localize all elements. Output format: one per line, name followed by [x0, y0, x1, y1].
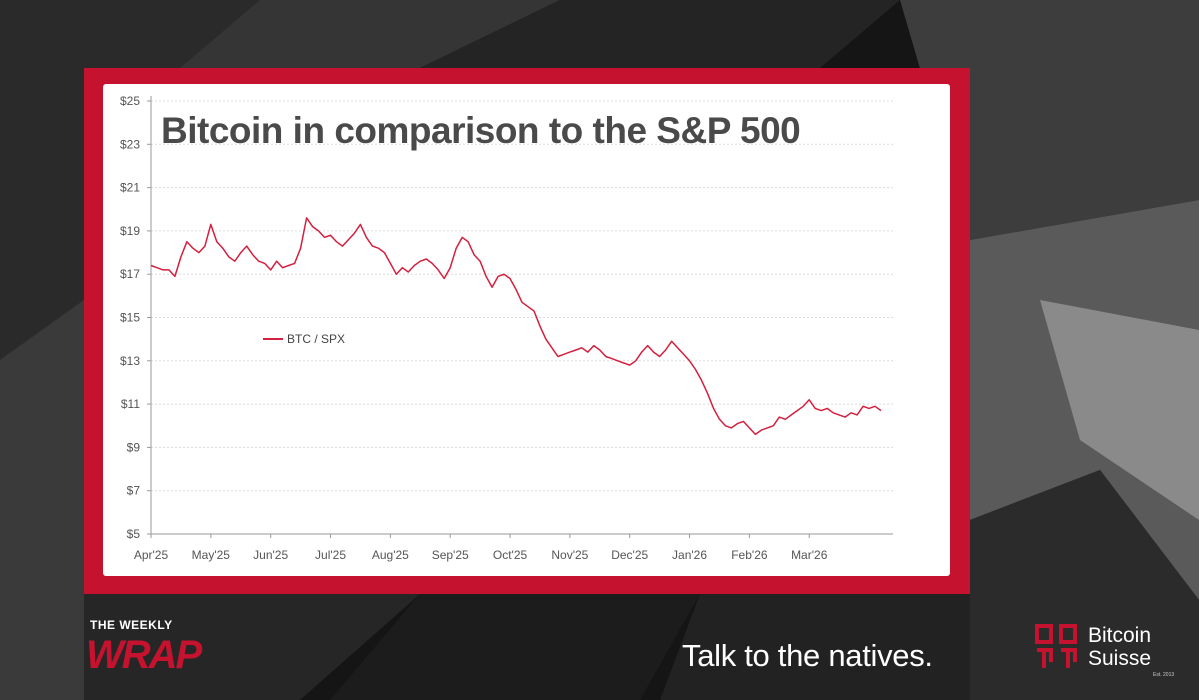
y-tick-label: $25	[120, 94, 140, 108]
brand-name: Bitcoin Suisse	[1088, 624, 1151, 670]
x-tick-label: Jan'26	[672, 548, 707, 562]
x-tick-label: Jul'25	[315, 548, 346, 562]
y-tick-label: $17	[120, 267, 140, 281]
x-tick-label: May'25	[192, 548, 231, 562]
weekly-wrap-logo: WRAP	[86, 633, 205, 676]
brand-established: Est. 2013	[1153, 672, 1175, 678]
series-line-btc-spx	[150, 217, 882, 436]
chart-legend: BTC / SPX	[263, 332, 345, 346]
x-tick-label: Jun'25	[253, 548, 288, 562]
x-tick-label: Feb'26	[731, 548, 768, 562]
y-tick-label: $13	[120, 354, 140, 368]
legend-swatch	[263, 338, 283, 340]
legend-label: BTC / SPX	[287, 332, 346, 346]
x-tick-label: Oct'25	[493, 548, 528, 562]
y-tick-label: $21	[120, 181, 140, 195]
y-tick-label: $9	[127, 440, 141, 454]
y-tick-label: $23	[120, 137, 140, 151]
chart-card: $5 $7 $9 $11 $13 $15 $17 $19 $21 $23 $25 Apr'25 May'…	[103, 84, 950, 576]
bitcoin-suisse-mark-icon	[1035, 624, 1077, 668]
brand-line-1: Bitcoin	[1088, 624, 1152, 647]
x-tick-label: Mar'26	[791, 548, 828, 562]
brand-line-2: Suisse	[1088, 647, 1152, 670]
x-tick-label: Sep'25	[432, 548, 469, 562]
y-tick-label: $11	[121, 397, 140, 411]
y-tick-label: $15	[120, 311, 140, 325]
x-tick-label: Nov'25	[551, 548, 588, 562]
x-tick-label: Aug'25	[372, 548, 409, 562]
tagline: Talk to the natives.	[682, 638, 933, 673]
bitcoin-suisse-logo: Bitcoin Suisse Est. 2013	[1033, 620, 1183, 682]
wrap-kicker: THE WEEKLY	[90, 618, 173, 632]
y-tick-label: $7	[127, 484, 141, 498]
x-tick-label: Apr'25	[134, 548, 169, 562]
wrap-word: WRAP	[86, 633, 203, 676]
line-chart: $5 $7 $9 $11 $13 $15 $17 $19 $21 $23 $25 Apr'25 May'…	[120, 94, 893, 562]
x-tick-label: Dec'25	[611, 548, 648, 562]
y-tick-label: $19	[120, 224, 140, 238]
y-tick-label: $5	[127, 527, 141, 541]
chart-title: Bitcoin in comparison to the S&P 500	[161, 110, 801, 151]
